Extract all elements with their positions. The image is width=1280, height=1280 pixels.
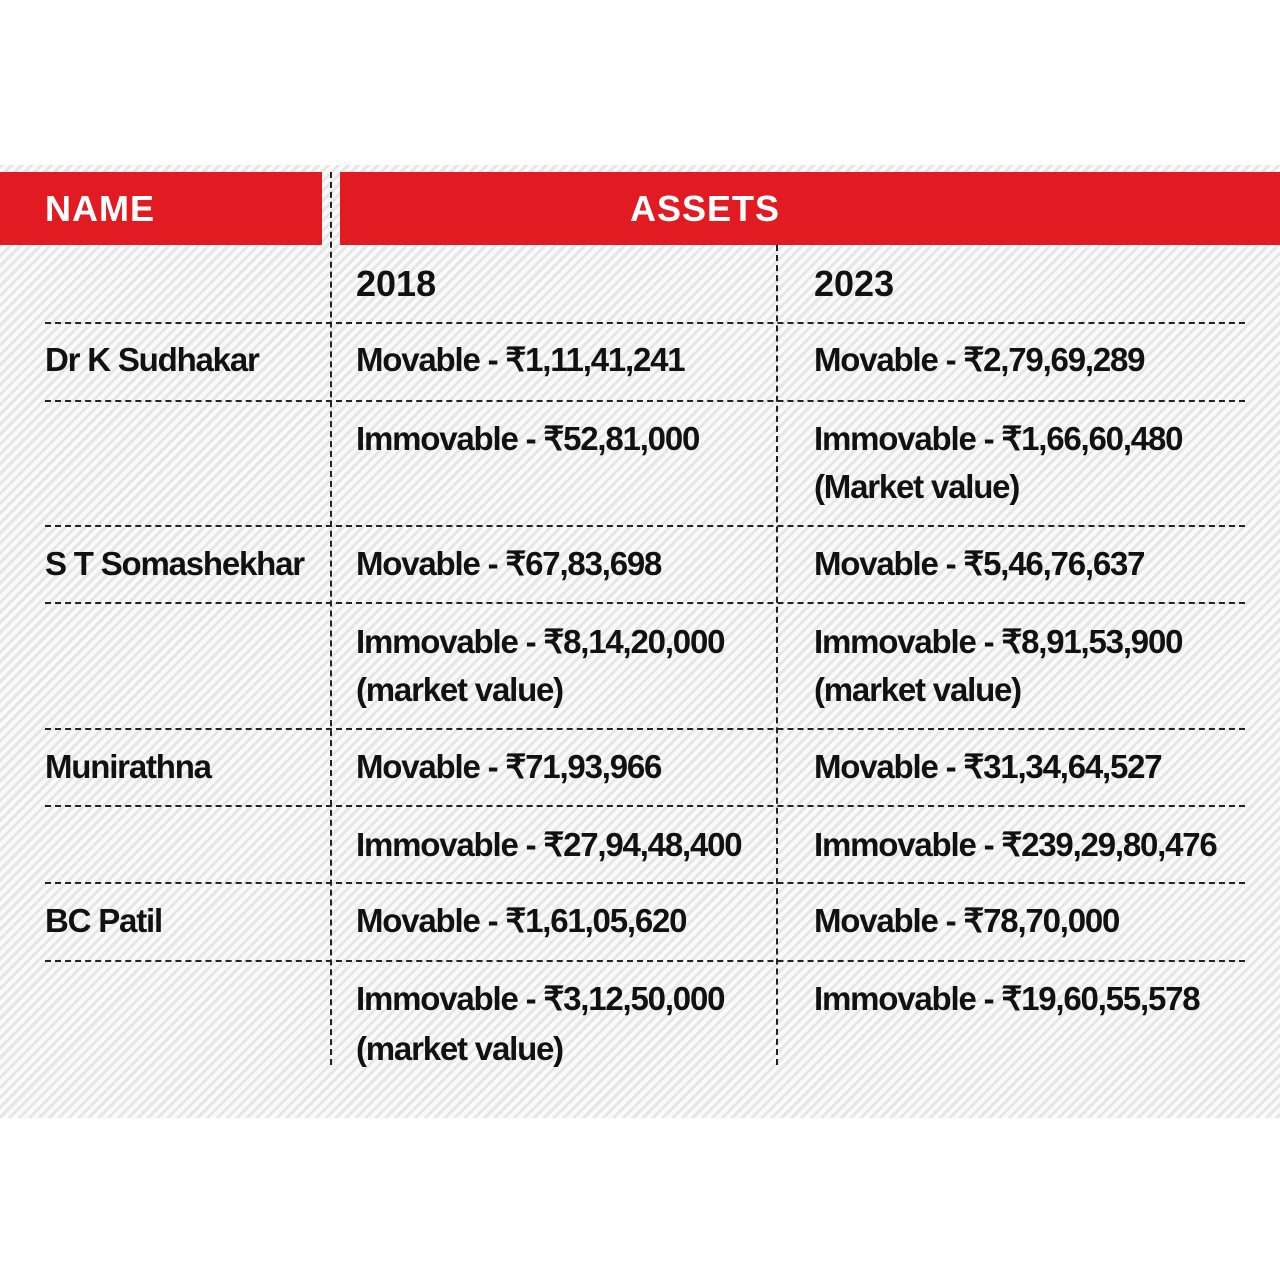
asset-2023: Immovable - ₹19,60,55,578 [814,980,1201,1017]
asset-2023: Movable - ₹5,46,76,637 [814,545,1145,582]
person-name: Munirathna [45,748,212,785]
person-name: BC Patil [45,902,163,939]
asset-2023: Immovable - ₹8,91,53,900 [814,623,1183,660]
header-name: NAME [0,172,322,245]
row-divider [45,400,1245,402]
asset-2018: Immovable - ₹3,12,50,000 [356,980,725,1017]
asset-2018: Movable - ₹71,93,966 [356,748,662,785]
asset-2018: Movable - ₹1,61,05,620 [356,902,687,939]
year-2018: 2018 [356,263,437,304]
asset-2023: Movable - ₹78,70,000 [814,902,1120,939]
asset-2023: Immovable - ₹1,66,60,480 [814,420,1183,457]
asset-2023: Movable - ₹31,34,64,527 [814,748,1163,785]
row-divider [45,882,1245,884]
asset-2018-note: (market value) [356,1030,564,1067]
row-divider [45,322,1245,324]
asset-2018-note: (market value) [356,671,564,708]
asset-2018: Immovable - ₹27,94,48,400 [356,826,743,863]
column-divider [330,172,332,1065]
person-name: Dr K Sudhakar [45,341,260,378]
asset-2023: Immovable - ₹239,29,80,476 [814,826,1218,863]
row-divider [45,728,1245,730]
row-divider [45,602,1245,604]
asset-2018: Movable - ₹67,83,698 [356,545,662,582]
year-2023: 2023 [814,263,895,304]
row-divider [45,960,1245,962]
header-assets: ASSETS [340,172,1280,245]
asset-2023: Movable - ₹2,79,69,289 [814,341,1145,378]
row-divider [45,525,1245,527]
asset-2023-note: (market value) [814,671,1022,708]
row-divider [45,805,1245,807]
asset-2018: Immovable - ₹52,81,000 [356,420,700,457]
person-name: S T Somashekhar [45,545,305,582]
asset-2018: Immovable - ₹8,14,20,000 [356,623,725,660]
asset-2023-note: (Market value) [814,468,1020,505]
asset-2018: Movable - ₹1,11,41,241 [356,341,686,378]
column-divider [776,245,778,1065]
